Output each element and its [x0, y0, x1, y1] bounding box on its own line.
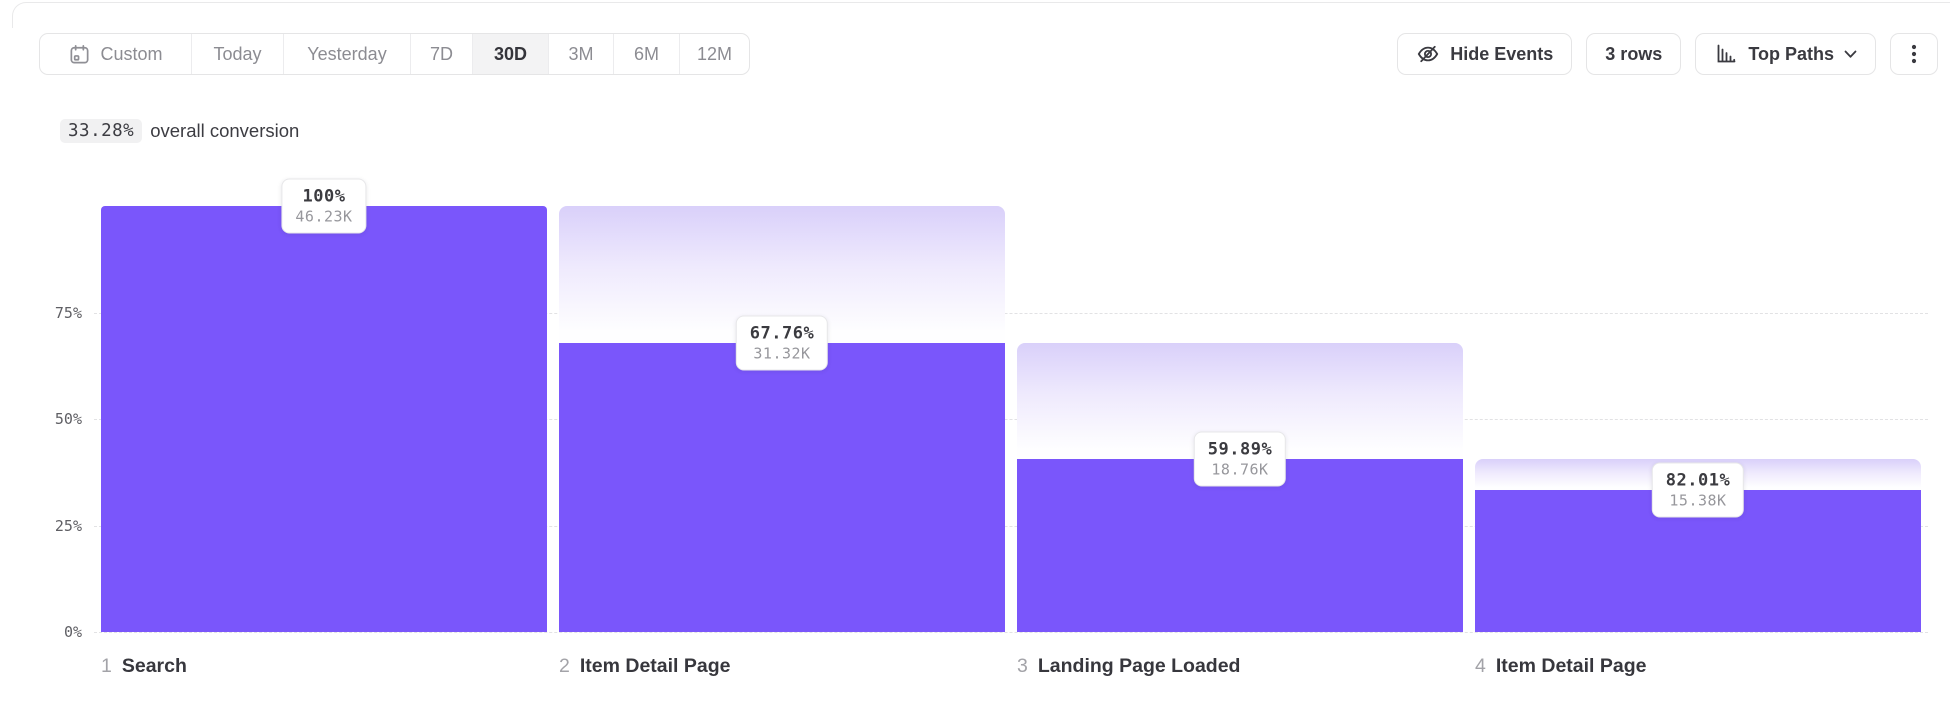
x-axis-step-labels: 1 Search 2 Item Detail Page 3 Landing Page Lo…: [101, 655, 1921, 685]
step-number: 3: [1017, 655, 1028, 677]
date-range-custom[interactable]: Custom: [40, 34, 191, 74]
y-axis-labels: 75% 50% 25% 0%: [20, 206, 82, 642]
date-range-label: Today: [213, 43, 262, 64]
y-tick-50%: 50%: [54, 410, 82, 428]
date-range-yesterday[interactable]: Yesterday: [283, 34, 410, 74]
date-range-selector: Custom Today Yesterday 7D 30D 3M 6M 12M: [39, 33, 750, 75]
date-range-12m[interactable]: 12M: [679, 34, 749, 74]
step-conversion-pct: 82.01%: [1665, 470, 1731, 491]
step-label-4: 4 Item Detail Page: [1475, 655, 1647, 678]
date-range-today[interactable]: Today: [191, 34, 283, 74]
date-range-7d[interactable]: 7D: [410, 34, 472, 74]
panel-top-border: [12, 2, 1950, 28]
step-count: 31.32K: [753, 344, 811, 363]
step-name: Item Detail Page: [1495, 655, 1647, 677]
hide-events-button[interactable]: Hide Events: [1397, 33, 1573, 75]
rows-button[interactable]: 3 rows: [1586, 33, 1682, 75]
top-paths-label: Top Paths: [1748, 43, 1834, 64]
step-name: Search: [121, 655, 187, 677]
y-tick-25%: 25%: [54, 516, 82, 535]
conversion-badge-step-4: 82.01% 15.38K: [1651, 462, 1745, 518]
chart-gridlines: [94, 206, 1928, 633]
date-range-label: 30D: [493, 43, 528, 64]
step-name: Item Detail Page: [579, 655, 731, 677]
conversion-badge-step-3: 59.89% 18.76K: [1193, 431, 1287, 487]
funnel-bar-step-1[interactable]: [101, 206, 547, 632]
funnel-chart: 100% 46.23K 67.76% 31.32K 59.89% 18.76K 82.01%…: [101, 178, 1921, 632]
date-range-label: 3M: [568, 43, 594, 64]
step-label-1: 1 Search: [101, 655, 187, 678]
gridline-50%: [94, 419, 1928, 420]
step-label-2: 2 Item Detail Page: [559, 655, 731, 678]
step-count: 18.76K: [1211, 460, 1269, 479]
gridline-0%: [94, 632, 1928, 633]
step-name: Landing Page Loaded: [1037, 655, 1241, 677]
overall-conversion-summary: 33.28% overall conversion: [60, 119, 299, 143]
conversion-badge-step-1: 100% 46.23K: [281, 178, 367, 234]
overall-conversion-value: 33.28%: [60, 119, 143, 143]
step-number: 2: [559, 655, 570, 677]
date-range-30d[interactable]: 30D: [472, 34, 548, 74]
kebab-menu-icon: [1911, 42, 1917, 66]
step-count: 46.23K: [295, 207, 353, 226]
date-range-label: Custom: [100, 43, 163, 64]
funnel-bar-step-3[interactable]: [1017, 459, 1463, 632]
toolbar: Custom Today Yesterday 7D 30D 3M 6M 12M Hide Ev…: [39, 33, 1938, 75]
eye-off-icon: [1416, 42, 1440, 66]
step-count: 15.38K: [1669, 491, 1727, 510]
conversion-badge-step-2: 67.76% 31.32K: [735, 315, 829, 371]
more-options-button[interactable]: [1890, 33, 1938, 75]
rows-label: 3 rows: [1605, 43, 1663, 64]
step-conversion-pct: 100%: [302, 186, 346, 207]
step-conversion-pct: 67.76%: [749, 323, 815, 344]
gridline-75%: [94, 312, 1928, 314]
histogram-icon: [1714, 42, 1738, 66]
y-tick-0%: 0%: [63, 623, 82, 641]
date-range-label: 12M: [696, 43, 732, 64]
y-tick-75%: 75%: [54, 303, 82, 322]
date-range-label: 6M: [633, 43, 659, 64]
step-label-3: 3 Landing Page Loaded: [1017, 655, 1240, 678]
date-range-3m[interactable]: 3M: [548, 34, 613, 74]
funnel-bar-step-2[interactable]: [559, 343, 1005, 632]
step-conversion-pct: 59.89%: [1207, 439, 1273, 460]
overall-conversion-text: overall conversion: [150, 120, 300, 141]
chevron-down-icon: [1844, 50, 1857, 59]
calendar-icon: [68, 43, 91, 66]
step-number: 4: [1475, 655, 1486, 677]
top-paths-dropdown[interactable]: Top Paths: [1695, 33, 1876, 75]
hide-events-label: Hide Events: [1450, 43, 1554, 64]
date-range-label: 7D: [429, 43, 453, 64]
date-range-label: Yesterday: [307, 43, 387, 64]
date-range-6m[interactable]: 6M: [613, 34, 679, 74]
step-number: 1: [101, 655, 112, 677]
gridline-25%: [94, 525, 1928, 527]
toolbar-right-group: Hide Events 3 rows Top Paths: [1397, 33, 1938, 75]
